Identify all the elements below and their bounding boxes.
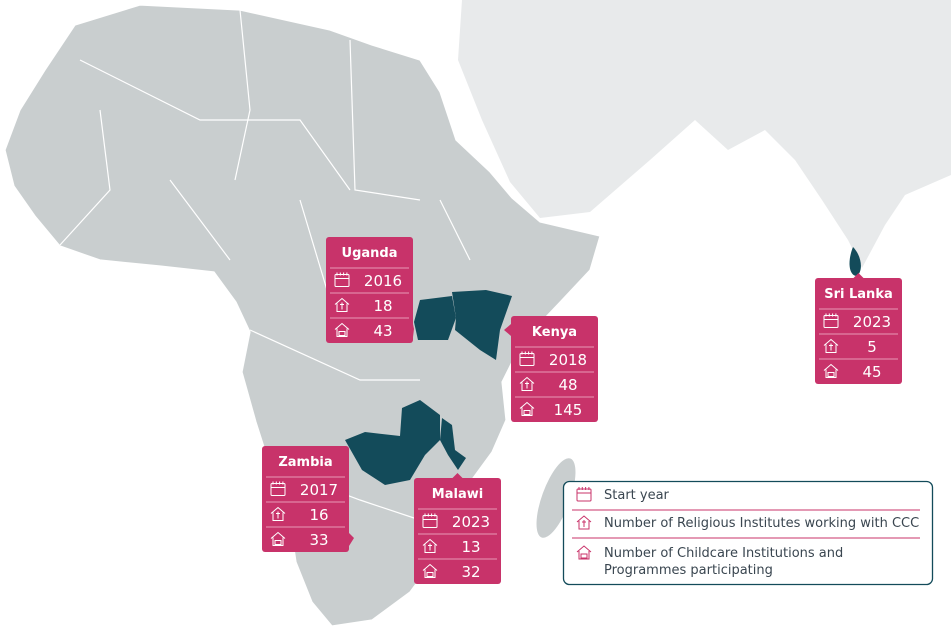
religious-institutes: 13 bbox=[461, 538, 480, 556]
church-icon bbox=[422, 538, 438, 553]
church-icon bbox=[823, 338, 839, 353]
icon-part bbox=[270, 483, 286, 496]
icon-part bbox=[576, 488, 592, 502]
calendar-icon bbox=[823, 313, 839, 328]
icon-part bbox=[576, 515, 592, 530]
callout-box bbox=[262, 446, 349, 552]
icon-part bbox=[338, 331, 346, 336]
callout-box bbox=[511, 316, 598, 422]
home-icon bbox=[334, 322, 350, 337]
callout-pointer bbox=[452, 473, 463, 478]
religious-institutes: 16 bbox=[309, 506, 328, 524]
country-name: Sri Lanka bbox=[824, 287, 893, 302]
church-icon bbox=[519, 376, 535, 391]
religious-institutes: 18 bbox=[373, 297, 392, 315]
church-icon bbox=[334, 297, 350, 312]
calendar-icon bbox=[519, 351, 535, 366]
icon-part bbox=[422, 538, 438, 553]
home-icon bbox=[823, 363, 839, 378]
icon-part bbox=[270, 531, 286, 546]
icon-part bbox=[823, 363, 839, 378]
icon-part bbox=[827, 372, 835, 377]
asia-land bbox=[458, 0, 951, 268]
zambia-shape bbox=[345, 400, 440, 485]
church-icon bbox=[270, 506, 286, 521]
callout-box bbox=[326, 237, 413, 343]
callout-pointer bbox=[349, 533, 354, 546]
callout-pointer bbox=[504, 324, 511, 336]
icon-part bbox=[270, 506, 286, 521]
icon-part bbox=[580, 553, 588, 559]
icon-part bbox=[525, 381, 529, 389]
icon-part bbox=[823, 338, 839, 353]
home-icon bbox=[270, 531, 286, 546]
legend-childcare: Number of Childcare Institutions and Pro… bbox=[604, 546, 844, 578]
icon-part bbox=[519, 401, 535, 416]
childcare-institutions: 32 bbox=[461, 563, 480, 581]
icon-part bbox=[576, 545, 592, 560]
kenya-shape bbox=[452, 290, 512, 360]
religious-institutes: 5 bbox=[867, 338, 877, 356]
calendar-icon bbox=[576, 487, 592, 502]
icon-part bbox=[582, 520, 586, 527]
madagascar bbox=[536, 458, 576, 538]
icon-part bbox=[422, 563, 438, 578]
callout-box bbox=[815, 278, 902, 384]
calendar-icon bbox=[422, 513, 438, 528]
religious-institutes: 48 bbox=[558, 376, 577, 394]
icon-part bbox=[523, 410, 531, 415]
start-year: 2016 bbox=[364, 272, 402, 290]
childcare-institutions: 43 bbox=[373, 322, 392, 340]
icon-part bbox=[276, 511, 280, 519]
icon-part bbox=[274, 540, 282, 545]
childcare-institutions: 33 bbox=[309, 531, 328, 549]
country-name: Malawi bbox=[432, 487, 483, 502]
start-year: 2018 bbox=[549, 351, 587, 369]
icon-part bbox=[823, 315, 839, 328]
legend-box bbox=[562, 480, 934, 586]
icon-part bbox=[426, 572, 434, 577]
icon-part bbox=[428, 543, 432, 551]
start-year: 2017 bbox=[300, 481, 338, 499]
legend-start-year: Start year bbox=[604, 488, 669, 503]
calendar-icon bbox=[334, 272, 350, 287]
church-icon bbox=[576, 515, 592, 530]
country-name: Kenya bbox=[532, 325, 577, 340]
home-icon bbox=[519, 401, 535, 416]
country-name: Uganda bbox=[342, 246, 398, 261]
childcare-institutions: 145 bbox=[554, 401, 583, 419]
start-year: 2023 bbox=[853, 313, 891, 331]
uganda-shape bbox=[414, 296, 456, 340]
icon-part bbox=[340, 302, 344, 310]
childcare-institutions: 45 bbox=[862, 363, 881, 381]
icon-part bbox=[334, 297, 350, 312]
icon-part bbox=[334, 274, 350, 287]
sri-lanka-shape bbox=[849, 247, 861, 276]
calendar-icon bbox=[270, 481, 286, 496]
icon-part bbox=[334, 322, 350, 337]
callout-box bbox=[414, 478, 501, 584]
icon-part bbox=[519, 376, 535, 391]
callout-pointer bbox=[853, 273, 864, 278]
legend-religious: Number of Religious Institutes working w… bbox=[604, 516, 920, 531]
malawi-shape bbox=[440, 418, 466, 470]
start-year: 2023 bbox=[452, 513, 490, 531]
home-icon bbox=[422, 563, 438, 578]
country-name: Zambia bbox=[278, 455, 332, 470]
icon-part bbox=[829, 343, 833, 351]
callout-pointer bbox=[413, 324, 414, 337]
icon-part bbox=[519, 353, 535, 366]
icon-part bbox=[422, 515, 438, 528]
home-icon bbox=[576, 545, 592, 560]
